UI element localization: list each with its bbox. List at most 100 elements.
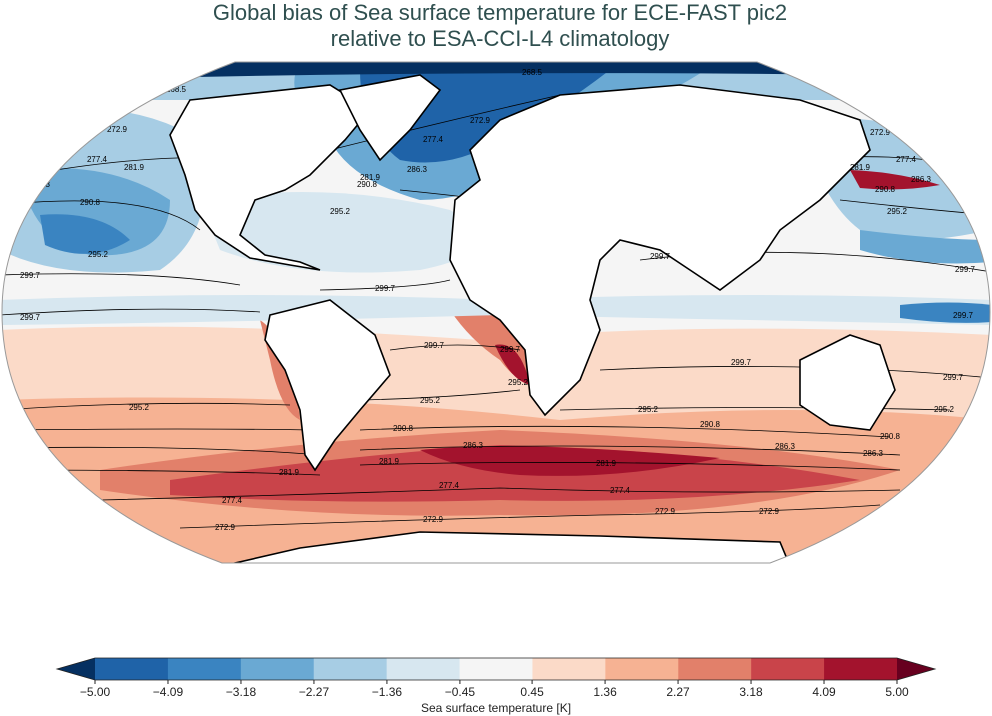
colorbar-tick-label: 1.36	[593, 685, 617, 699]
colorbar-extend-high	[897, 658, 935, 680]
contour-label: 272.9	[870, 128, 891, 137]
colorbar-bin	[605, 658, 679, 680]
continent	[221, 531, 792, 563]
map-outline	[1, 61, 991, 564]
continent	[449, 84, 871, 417]
contour-label: 268.5	[522, 68, 543, 77]
contour-label: 295.2	[330, 207, 351, 216]
colorbar-tick-label: 2.27	[666, 685, 690, 699]
contour-line	[2, 308, 990, 379]
contour-label: 277.4	[87, 155, 108, 164]
contour-label: 295.2	[129, 403, 150, 412]
colorbar-tick-label: −5.00	[80, 685, 111, 699]
contour-label: 290.8	[880, 432, 901, 441]
contour-label: 272.9	[655, 507, 676, 516]
contour-label: 295.2	[934, 405, 955, 414]
contour-label: 277.4	[423, 135, 444, 144]
contour-label: 299.7	[375, 284, 396, 293]
contour-label: 295.2	[420, 396, 441, 405]
contour-label: 295.2	[88, 250, 109, 259]
contour-label: 281.9	[360, 173, 381, 182]
contour-label: 290.8	[393, 424, 414, 433]
continent	[799, 334, 896, 431]
colorbar-extend-low	[57, 658, 95, 680]
contour-label: 277.4	[439, 481, 460, 490]
contour-label: 299.7	[424, 341, 445, 350]
colorbar-tick-label: 3.18	[739, 685, 763, 699]
contour-label: 290.8	[875, 185, 896, 194]
bias-region	[860, 230, 990, 264]
contour-line	[2, 445, 901, 456]
land	[169, 74, 896, 563]
colorbar-tick-label: −0.45	[445, 685, 476, 699]
contour-line	[2, 389, 951, 411]
contour-label: 272.9	[759, 507, 780, 516]
contour-label: 281.9	[850, 163, 871, 172]
colorbar: −5.00 −4.09 −3.18 −2.27 −1.36 −0.45 0.45 1.36 2.…	[55, 657, 937, 699]
contour-label: 299.7	[953, 311, 974, 320]
bias-region	[40, 214, 130, 254]
colorbar-bin	[386, 658, 461, 680]
colorbar-bin	[459, 658, 533, 680]
contour-label: 299.7	[955, 265, 976, 274]
contour-label: 286.3	[463, 441, 484, 450]
colorbar-tick-label: −1.36	[372, 685, 403, 699]
continent	[169, 84, 372, 271]
contour-label: 299.7	[731, 358, 752, 367]
colorbar-bin	[751, 658, 825, 680]
continent	[264, 299, 391, 472]
colorbar-tick-label: −4.09	[153, 685, 184, 699]
contour-label: 290.8	[357, 180, 378, 189]
contour-line	[99, 487, 901, 501]
contour-line	[179, 504, 881, 529]
colorbar-label: Sea surface temperature [K]	[421, 701, 571, 715]
bias-region	[420, 446, 720, 476]
contour-label: 286.3	[775, 442, 796, 451]
colorbar-tick-label: 5.00	[885, 685, 909, 699]
colorbar-bin	[824, 658, 898, 680]
colorbar-bin	[678, 658, 752, 680]
contour-label: 290.8	[700, 420, 721, 429]
contour-label: 281.9	[379, 457, 400, 466]
contour-line	[2, 425, 891, 438]
contour-label: 299.7	[20, 271, 41, 280]
contour-label: 286.3	[863, 449, 884, 458]
colorbar-bin	[240, 658, 315, 680]
contour-label: 299.7	[500, 345, 521, 354]
bias-region	[200, 192, 479, 273]
contour-label: 281.9	[596, 459, 617, 468]
bias-region	[900, 302, 990, 323]
colorbar-tick-label: 4.09	[812, 685, 836, 699]
colorbar-bin	[95, 658, 169, 680]
contour-label: 281.9	[124, 163, 145, 172]
contour-label: 286.3	[911, 175, 932, 184]
contour-label: 268.5	[166, 85, 187, 94]
colorbar-bin	[532, 658, 606, 680]
colorbar-tick-label: 0.45	[520, 685, 544, 699]
contour-label: 281.9	[279, 468, 300, 477]
title-line: Global bias of Sea surface temperature f…	[213, 0, 787, 25]
contour-labels: 268.5 268.5 272.9 272.9 272.9 272.9 272.9 272.9…	[20, 68, 976, 532]
title-line: relative to ESA-CCI-L4 climatology	[331, 26, 670, 51]
colorbar-tick-label: −2.27	[299, 685, 330, 699]
contour-label: 295.2	[638, 405, 659, 414]
contour-label: 277.4	[896, 155, 917, 164]
contour-label: 286.3	[407, 165, 428, 174]
bias-region	[150, 62, 860, 78]
contour-label: 272.9	[215, 523, 236, 532]
contour-label: 277.4	[610, 486, 631, 495]
bias-region	[850, 170, 940, 190]
map: 268.5 268.5 272.9 272.9 272.9 272.9 272.9 272.9…	[2, 62, 990, 563]
contour-label: 295.2	[887, 207, 908, 216]
bias-region	[495, 344, 530, 385]
contour-label: 272.9	[470, 116, 491, 125]
contour-label: 299.7	[650, 252, 671, 261]
colorbar-bin	[167, 658, 242, 680]
contour-label: 272.9	[107, 125, 128, 134]
continent	[338, 74, 442, 162]
contour-label: 299.7	[943, 373, 964, 382]
contour-label: 290.8	[80, 198, 101, 207]
contour-label: 277.4	[222, 496, 243, 505]
